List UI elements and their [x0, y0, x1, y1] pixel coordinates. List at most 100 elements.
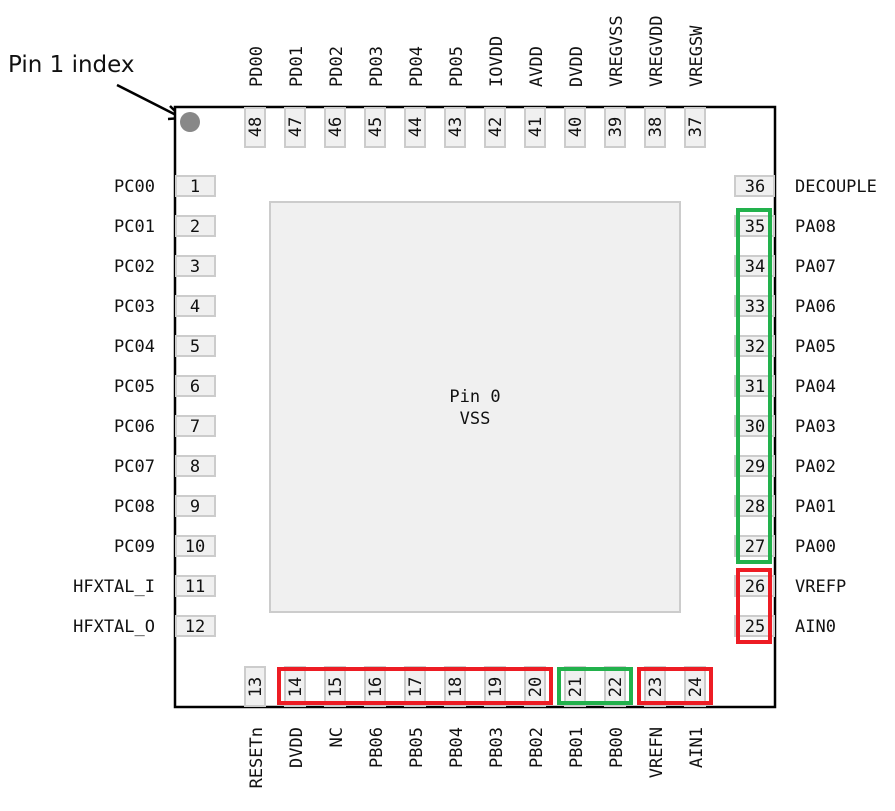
pin-pad: [564, 107, 586, 148]
pin-name: PB03: [487, 727, 507, 768]
pin-pad: [404, 107, 426, 148]
pin-10: 10 PC09: [114, 535, 216, 557]
pin-44: 44 PD04: [404, 46, 427, 148]
pin-number: 3: [190, 257, 200, 277]
pin-number: 5: [190, 337, 200, 357]
pin-6: 6 PC05: [114, 375, 216, 397]
pin-pad: [684, 107, 706, 148]
pin-27: 27 PA00: [734, 535, 836, 557]
pin-25: 25 AIN0: [734, 615, 836, 637]
pin-name: PC06: [114, 417, 155, 437]
pin-number: 31: [745, 377, 765, 397]
pin-number: 25: [745, 617, 765, 637]
pin-name: HFXTAL_I: [73, 577, 155, 597]
highlight-box-bottom-red-2: [637, 667, 713, 705]
pin-name: PA04: [795, 377, 836, 397]
pin-name: PA08: [795, 217, 836, 237]
pin-number: 45: [366, 117, 386, 137]
pin-name: PC01: [114, 217, 155, 237]
pin-name: PA06: [795, 297, 836, 317]
pin-number: 35: [745, 217, 765, 237]
pin-number: 1: [190, 177, 200, 197]
pin-21: 21 PB01: [564, 666, 587, 768]
pin-name: PD05: [447, 46, 467, 87]
pin-number: 44: [406, 117, 426, 137]
pin-16: 16 PB06: [364, 666, 387, 768]
pin-number: 7: [190, 417, 200, 437]
pin-35: 35 PA08: [734, 215, 836, 237]
pin-name: PD00: [247, 46, 267, 87]
pin-8: 8 PC07: [114, 455, 216, 477]
pin-pad: [734, 495, 775, 517]
pin-name: PD02: [327, 46, 347, 87]
pin-name: PA02: [795, 457, 836, 477]
pin-number: 34: [745, 257, 765, 277]
pin-name: AVDD: [527, 46, 547, 87]
highlight-box-bottom-red-1: [277, 667, 553, 705]
pin-number: 40: [566, 117, 586, 137]
pin-19: 19 PB03: [484, 666, 507, 768]
pin-pad: [734, 175, 775, 197]
pin-37: 37 VREGSW: [684, 25, 707, 148]
pin-number: 13: [246, 677, 266, 697]
pin-pad: [734, 335, 775, 357]
center-pad: [269, 201, 681, 613]
pin-pad: [175, 335, 216, 357]
pin-pad: [364, 107, 386, 148]
pin-7: 7 PC06: [114, 415, 216, 437]
pin-name: PB04: [447, 727, 467, 768]
pin-number: 47: [286, 117, 306, 137]
pin-pad: [734, 255, 775, 277]
pin-39: 39 VREGVSS: [604, 15, 627, 148]
pin-43: 43 PD05: [444, 46, 467, 148]
pin-46: 46 PD02: [324, 46, 347, 148]
pin-number: 33: [745, 297, 765, 317]
pin-number: 22: [606, 677, 626, 697]
pin-number: 30: [745, 417, 765, 437]
pin-number: 19: [486, 677, 506, 697]
pin-name: RESETn: [247, 727, 267, 788]
pin-number: 36: [745, 177, 765, 197]
pins-layer: 1 PC00 2 PC01 3 PC02 4 PC03 5 PC04 6 PC05 7 PC06 8 PC07…: [73, 15, 877, 788]
pin-18: 18 PB04: [444, 666, 467, 768]
pin-number: 38: [646, 117, 666, 137]
pin-pad: [734, 295, 775, 317]
pin-pad: [734, 535, 775, 557]
pin-pad: [175, 295, 216, 317]
pin-number: 15: [326, 677, 346, 697]
pin-number: 23: [646, 677, 666, 697]
pin-number: 16: [366, 677, 386, 697]
pin-24: 24 AIN1: [684, 666, 707, 768]
pin-number: 4: [190, 297, 200, 317]
pin-number: 20: [526, 677, 546, 697]
pin-pad: [734, 215, 775, 237]
pin-29: 29 PA02: [734, 455, 836, 477]
pin-number: 43: [446, 117, 466, 137]
pin-pad: [175, 215, 216, 237]
pin-14: 14 DVDD: [284, 666, 307, 768]
pin-pad: [175, 535, 216, 557]
pin-name: PD03: [367, 46, 387, 87]
pin-34: 34 PA07: [734, 255, 836, 277]
pin-pad: [175, 415, 216, 437]
pin1-index-dot-icon: [180, 112, 200, 132]
pin-number: 37: [686, 117, 706, 137]
pin-number: 21: [566, 677, 586, 697]
pin-name: VREFP: [795, 577, 846, 597]
pin-name: PC03: [114, 297, 155, 317]
pin-23: 23 VREFN: [644, 666, 667, 778]
pin-38: 38 VREGVDD: [644, 15, 667, 148]
pin-22: 22 PB00: [604, 666, 627, 768]
pin-pad: [734, 375, 775, 397]
pin-name: PD01: [287, 46, 307, 87]
pin-pad: [734, 415, 775, 437]
highlight-box-right-red: [736, 568, 772, 644]
pin-pad: [175, 575, 216, 597]
pin-name: PB02: [527, 727, 547, 768]
pin-name: PA01: [795, 497, 836, 517]
pin-name: IOVDD: [487, 36, 507, 87]
pin-name: PB05: [407, 727, 427, 768]
pin-name: DECOUPLE: [795, 177, 877, 197]
pin-name: DVDD: [567, 46, 587, 87]
